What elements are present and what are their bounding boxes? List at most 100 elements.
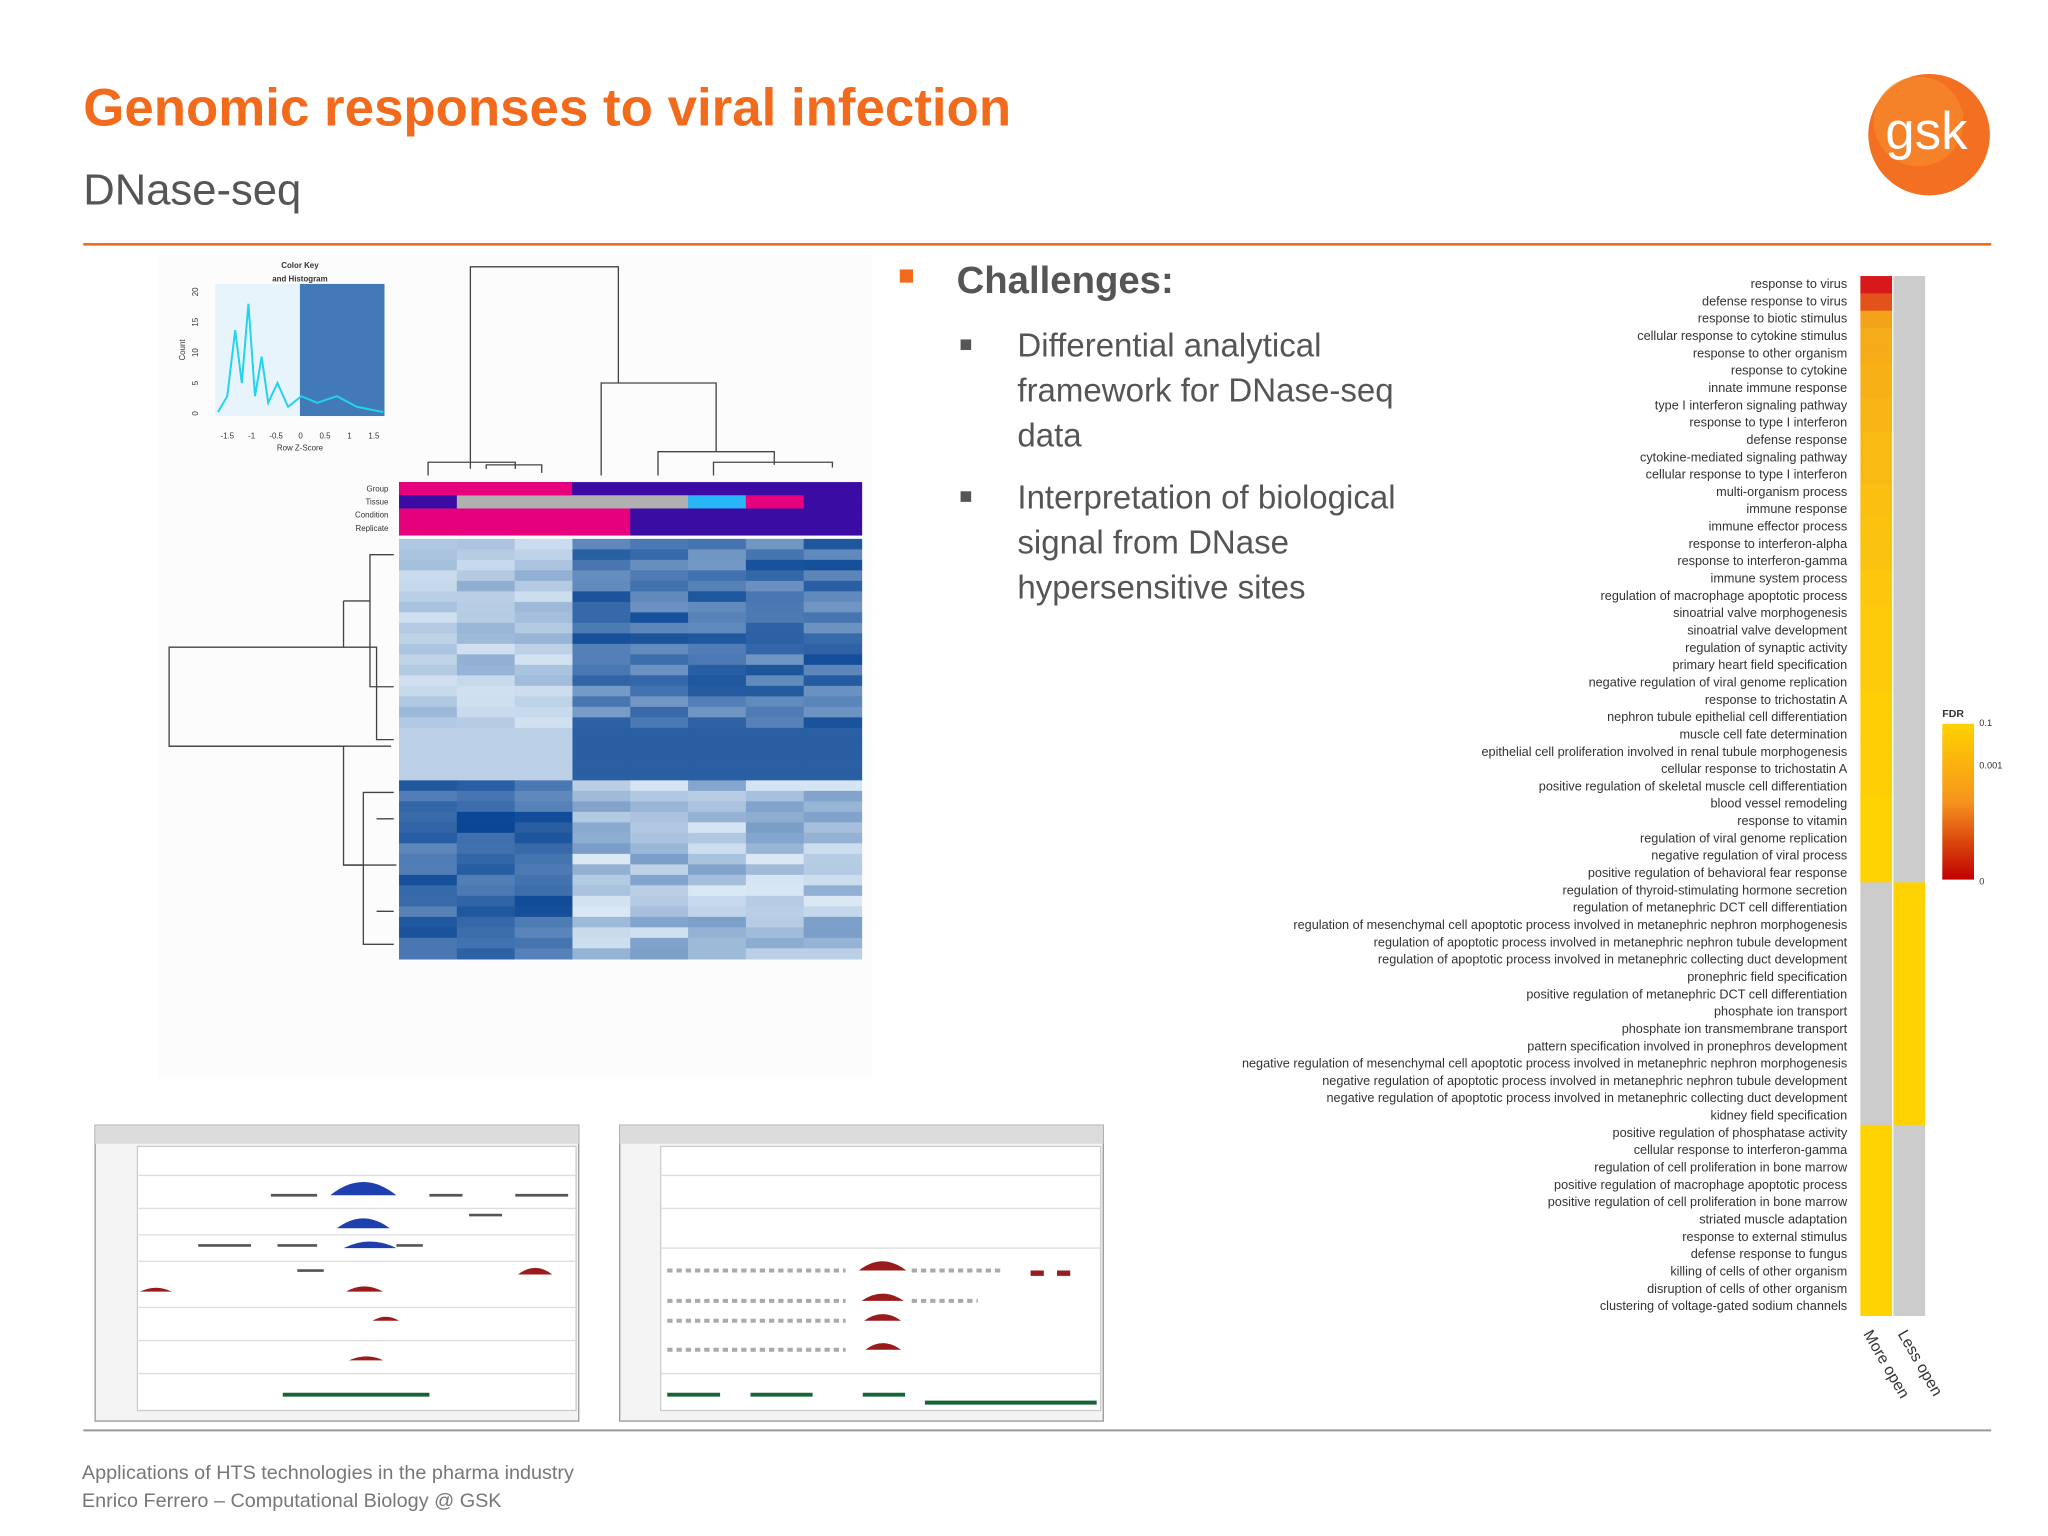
less-open-cell xyxy=(1893,1176,1926,1195)
heatmap-cell xyxy=(630,822,689,834)
heatmap-cell xyxy=(456,664,516,677)
heatmap-cell xyxy=(514,937,574,950)
more-open-cell xyxy=(1860,1211,1893,1230)
heatmap-cell xyxy=(572,769,631,782)
heatmap-cell xyxy=(630,654,689,666)
heatmap-cell xyxy=(745,927,805,939)
heatmap-cell xyxy=(514,727,574,740)
heatmap-cell xyxy=(688,591,747,603)
heatmap-cell xyxy=(399,874,458,887)
heatmap-cell xyxy=(399,937,458,950)
less-open-cell xyxy=(1893,1124,1926,1143)
heatmap-cell xyxy=(572,612,631,624)
heatmap-cell xyxy=(456,549,516,561)
heatmap-cell xyxy=(514,591,574,603)
heatmap-cell xyxy=(745,591,805,603)
more-open-cell xyxy=(1860,1142,1893,1161)
heatmap-cell xyxy=(456,864,516,876)
heatmap-cell xyxy=(803,622,863,635)
annotation-cell xyxy=(745,482,805,496)
heatmap-cell xyxy=(630,727,689,740)
heatmap-cell xyxy=(399,948,458,960)
heatmap-cell xyxy=(630,895,689,908)
heatmap-cell xyxy=(572,706,631,719)
less-open-cell xyxy=(1893,691,1926,710)
more-open-cell xyxy=(1860,449,1893,468)
less-open-cell xyxy=(1893,813,1926,831)
go-term: multi-organism process xyxy=(1716,485,1847,499)
go-term: primary heart field specification xyxy=(1672,658,1847,672)
dendro-branch xyxy=(343,554,394,741)
heatmap-cell xyxy=(399,853,458,866)
fdr-tick: 0.001 xyxy=(1979,760,2002,770)
less-open-cell xyxy=(1893,1038,1926,1057)
heatmap-cell xyxy=(456,675,516,687)
go-term: negative regulation of viral process xyxy=(1651,849,1847,863)
less-open-cell xyxy=(1893,1246,1926,1264)
key-y-tick: 20 xyxy=(191,287,200,296)
annotation-cell xyxy=(803,521,863,536)
less-open-cell xyxy=(1893,916,1926,935)
heatmap-cell xyxy=(630,538,689,551)
less-open-cell xyxy=(1893,1107,1926,1126)
less-open-cell xyxy=(1893,847,1926,866)
heatmap-cell xyxy=(803,580,863,593)
less-open-cell xyxy=(1893,968,1926,987)
fdr-tick: 0.1 xyxy=(1979,718,1992,728)
peaks xyxy=(858,1261,1071,1350)
heatmap-cell xyxy=(745,549,805,561)
go-term: immune system process xyxy=(1711,572,1848,586)
dendro-branch xyxy=(485,464,543,473)
heatmap-cell xyxy=(399,832,458,845)
heatmap-cell xyxy=(572,832,631,845)
heatmap-cell xyxy=(456,612,516,624)
go-term: response to external stimulus xyxy=(1682,1230,1847,1244)
fdr-tick: 0 xyxy=(1979,877,1984,887)
heatmap-figure: Color Key and Histogram Count Row Z-Scor… xyxy=(158,253,873,1080)
heatmap-cell xyxy=(630,570,689,582)
heatmap-cell xyxy=(456,895,516,908)
go-term: sinoatrial valve development xyxy=(1687,624,1847,638)
heatmap-cell xyxy=(456,906,516,918)
key-x-tick: 1 xyxy=(347,431,352,440)
heatmap-cell xyxy=(514,843,574,855)
more-open-cell xyxy=(1860,847,1893,866)
heatmap-cell xyxy=(745,948,805,960)
heatmap-cell xyxy=(572,738,631,750)
key-y-tick: 10 xyxy=(191,348,200,357)
more-open-cell xyxy=(1860,1107,1893,1126)
heatmap-cell xyxy=(630,769,689,782)
go-term: phosphate ion transmembrane transport xyxy=(1622,1022,1848,1036)
heatmap-cell xyxy=(630,580,689,593)
key-y-tick: 5 xyxy=(191,380,200,385)
bullet-text: Differential analytical xyxy=(1017,327,1321,364)
more-open-cell xyxy=(1860,414,1893,433)
heatmap-cell xyxy=(399,706,458,719)
peaks xyxy=(330,1182,397,1249)
heatmap-cell xyxy=(688,937,747,950)
heatmap-cell xyxy=(514,927,574,939)
heatmap-cell xyxy=(572,927,631,939)
annotation-cell xyxy=(630,508,689,523)
heatmap-cell xyxy=(803,780,863,792)
heatmap-cell xyxy=(514,769,574,782)
heatmap-cell xyxy=(745,675,805,687)
heatmap-cell xyxy=(514,948,574,960)
heatmap-cell xyxy=(399,748,458,761)
annotation-cell xyxy=(456,508,516,523)
heatmap-cell xyxy=(745,612,805,624)
less-open-cell xyxy=(1893,674,1926,693)
heatmap-cell xyxy=(572,906,631,918)
track-lines xyxy=(137,1174,577,1375)
go-term: positive regulation of phosphatase activ… xyxy=(1613,1126,1848,1140)
heatmap-cell xyxy=(456,927,516,939)
go-term: positive regulation of cell proliferatio… xyxy=(1548,1195,1848,1209)
less-open-cell xyxy=(1893,466,1926,485)
heatmap-cell xyxy=(745,864,805,876)
heatmap-cell xyxy=(399,769,458,782)
less-open-cell xyxy=(1893,535,1926,554)
heatmap-cell xyxy=(514,916,574,929)
go-term: immune effector process xyxy=(1709,520,1848,534)
track-lines xyxy=(660,1174,1101,1375)
